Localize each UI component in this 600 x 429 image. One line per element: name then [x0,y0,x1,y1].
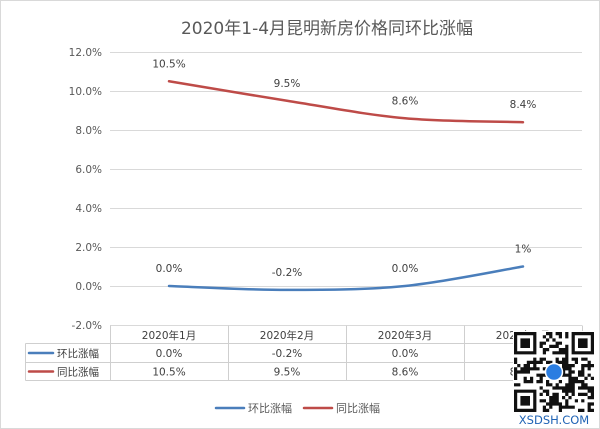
y-tick-label: 10.0% [69,86,102,98]
y-tick-label: 2.0% [75,242,102,254]
data-label-series-1: 9.5% [274,78,301,90]
data-point-series-0 [404,285,406,287]
legend-label-series-1: 同比涨幅 [336,402,380,415]
series-line-0 [167,265,525,292]
table-cell: 8.6% [392,367,419,379]
data-label-series-0: 0.0% [392,263,419,275]
data-label-series-1: 8.4% [510,99,537,111]
watermark-text: XSDSH.COM [519,413,589,427]
horizontal-gridlines [110,52,582,326]
legend: 环比涨幅 同比涨幅 [214,402,380,415]
qr-code-watermark: XSDSH.COM [513,331,595,427]
data-label-series-0: -0.2% [272,267,302,279]
legend-item-series-0: 环比涨幅 [214,402,292,415]
y-tick-label: 6.0% [75,164,102,176]
data-point-series-0 [168,285,170,287]
y-tick-label: 0.0% [75,281,102,293]
data-label-series-0: 1% [515,244,532,256]
data-point-series-1 [286,99,288,102]
data-labels: 0.0% -0.2% 0.0% 1% 10.5% 9.5% 8.6% 8.4% [152,58,536,279]
data-point-series-1 [404,117,406,120]
legend-label-series-0: 环比涨幅 [248,402,292,415]
table-header-category: 2020年1月 [142,329,196,342]
data-label-series-0: 0.0% [156,263,183,275]
chart-title: 2020年1-4月昆明新房价格同环比涨幅 [181,19,473,39]
table-cell: 10.5% [152,367,185,379]
y-axis-tick-labels: 12.0% 10.0% 8.0% 6.0% 4.0% 2.0% 0.0% -2.0% [69,47,102,332]
series-line-1 [167,80,525,124]
table-header-category: 2020年3月 [378,329,432,342]
y-tick-label: 12.0% [69,47,102,59]
data-point-series-1 [522,121,524,124]
table-cell: 9.5% [274,367,301,379]
data-point-series-1 [168,80,170,83]
data-label-series-1: 8.6% [392,95,419,107]
y-tick-label: 4.0% [75,203,102,215]
data-label-series-1: 10.5% [152,58,185,70]
table-cell: -0.2% [272,348,302,360]
table-cell: 0.0% [392,348,419,360]
table-row-label: 同比涨幅 [57,366,99,379]
qr-code-modules [514,332,594,412]
series-lines [167,80,525,292]
data-point-series-0 [522,265,524,268]
table-cell: 0.0% [156,348,183,360]
data-point-series-0 [286,288,288,291]
table-header-category: 2020年2月 [260,329,314,342]
qr-code-logo [544,362,564,382]
y-tick-label: 8.0% [75,125,102,137]
y-tick-label: -2.0% [72,320,102,332]
legend-item-series-1: 同比涨幅 [302,402,380,415]
table-row-label: 环比涨幅 [57,347,99,360]
